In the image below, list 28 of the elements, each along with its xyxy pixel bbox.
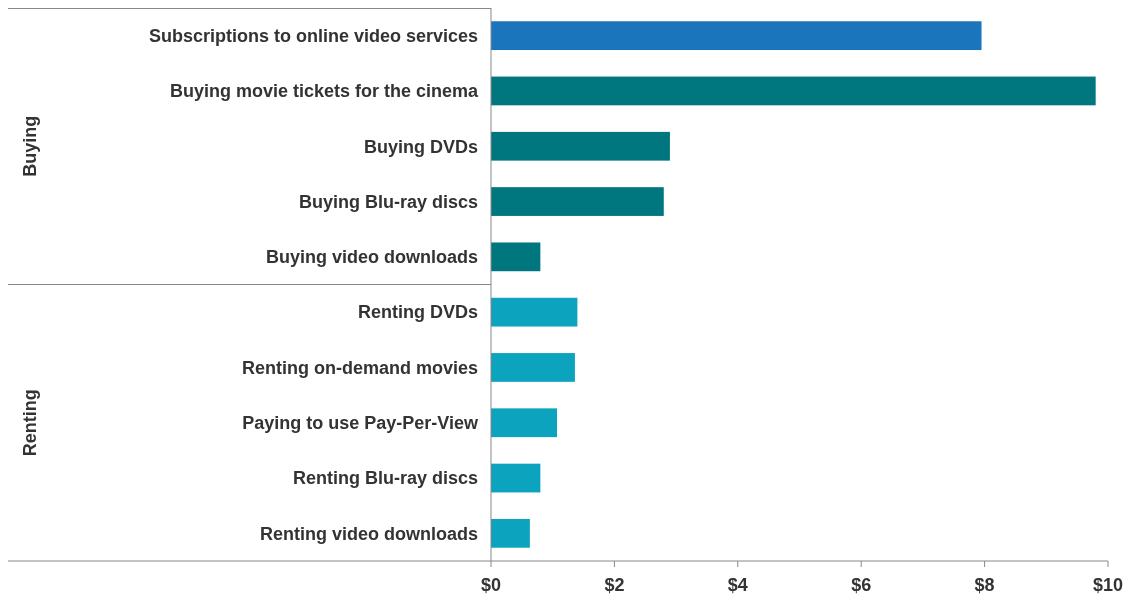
bar (491, 131, 670, 161)
y-tick-label: Paying to use Pay-Per-View (242, 413, 479, 434)
y-tick-label: Subscriptions to online video services (148, 25, 478, 46)
bar (491, 463, 541, 493)
y-tick-label: Renting DVDs (357, 302, 478, 323)
x-tick-label: $0 (480, 575, 502, 595)
bar (491, 21, 982, 51)
y-tick-label: Buying Blu-ray discs (298, 191, 478, 212)
y-tick-label: Buying movie tickets for the cinema (169, 81, 479, 102)
text: Renting (20, 389, 40, 457)
bar (491, 353, 575, 382)
x-tick-label: $2 (604, 575, 625, 595)
y-tick-label: Buying DVDs (363, 136, 478, 157)
y-tick-label: Renting Blu-ray discs (292, 468, 478, 489)
y-tick-label: Renting on-demand movies (241, 357, 478, 378)
bar (491, 518, 530, 548)
bar (491, 408, 558, 438)
text: Buying (20, 115, 40, 177)
bar (491, 76, 1096, 106)
x-tick-label: $10 (1092, 575, 1124, 595)
x-tick-label: $6 (851, 575, 872, 595)
bar (491, 297, 578, 327)
x-tick-label: $4 (727, 575, 748, 595)
bar (491, 187, 664, 216)
bar (491, 242, 541, 272)
y-tick-label: Renting video downloads (259, 523, 478, 544)
x-tick-label: $8 (974, 575, 995, 595)
y-tick-label: Buying video downloads (265, 247, 478, 268)
